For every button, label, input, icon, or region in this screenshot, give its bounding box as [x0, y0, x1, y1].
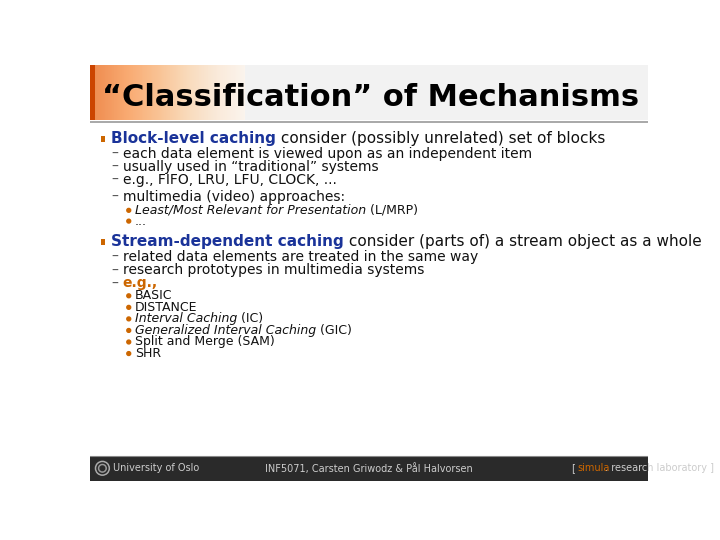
Text: usually used in “traditional” systems: usually used in “traditional” systems: [122, 160, 378, 174]
Text: e.g.,: e.g.,: [122, 276, 158, 291]
Circle shape: [99, 464, 107, 472]
Text: University of Oslo: University of Oslo: [113, 463, 199, 473]
Circle shape: [127, 306, 131, 309]
Circle shape: [100, 466, 104, 470]
Bar: [101, 239, 105, 245]
Bar: [90, 65, 96, 120]
Circle shape: [127, 294, 131, 298]
Text: Generalized Interval Caching: Generalized Interval Caching: [135, 324, 316, 337]
Text: Split and Merge (SAM): Split and Merge (SAM): [135, 335, 275, 348]
Text: –: –: [112, 251, 119, 264]
Text: research prototypes in multimedia systems: research prototypes in multimedia system…: [122, 264, 424, 278]
Text: –: –: [112, 264, 119, 278]
Text: (GIC): (GIC): [316, 324, 352, 337]
Circle shape: [97, 463, 108, 474]
Text: . research laboratory ]: . research laboratory ]: [601, 463, 714, 473]
Text: DISTANCE: DISTANCE: [135, 301, 197, 314]
Text: –: –: [112, 160, 119, 174]
Circle shape: [127, 328, 131, 333]
Bar: [90, 456, 648, 481]
Text: [: [: [572, 463, 579, 473]
Text: INF5071, Carsten Griwodz & Pål Halvorsen: INF5071, Carsten Griwodz & Pål Halvorsen: [265, 463, 473, 474]
Text: consider (possibly unrelated) set of blocks: consider (possibly unrelated) set of blo…: [276, 131, 606, 146]
Circle shape: [127, 208, 131, 212]
Text: “Classification” of Mechanisms: “Classification” of Mechanisms: [102, 83, 639, 112]
Text: simula: simula: [577, 463, 610, 473]
Text: –: –: [112, 147, 119, 161]
Text: Interval Caching: Interval Caching: [135, 313, 237, 326]
Text: Block-level caching: Block-level caching: [111, 131, 276, 146]
Circle shape: [127, 340, 131, 344]
Text: ...: ...: [135, 214, 147, 228]
Text: Least/Most Relevant for Presentation: Least/Most Relevant for Presentation: [135, 204, 366, 217]
Text: –: –: [112, 276, 119, 291]
Text: (L/MRP): (L/MRP): [366, 204, 418, 217]
Text: –: –: [112, 173, 119, 187]
Text: consider (parts of) a stream object as a whole: consider (parts of) a stream object as a…: [343, 234, 701, 249]
Text: BASIC: BASIC: [135, 289, 173, 302]
Text: each data element is viewed upon as an independent item: each data element is viewed upon as an i…: [122, 147, 531, 161]
Text: Stream-dependent caching: Stream-dependent caching: [111, 234, 343, 249]
Text: –: –: [112, 190, 119, 204]
Circle shape: [127, 317, 131, 321]
Circle shape: [127, 352, 131, 355]
Text: SHR: SHR: [135, 347, 161, 360]
Text: e.g., FIFO, LRU, LFU, CLOCK, ...: e.g., FIFO, LRU, LFU, CLOCK, ...: [122, 173, 336, 187]
Circle shape: [127, 219, 131, 223]
Bar: [90, 65, 648, 120]
Text: multimedia (video) approaches:: multimedia (video) approaches:: [122, 190, 345, 204]
Circle shape: [96, 461, 109, 475]
Bar: [101, 136, 105, 142]
Text: related data elements are treated in the same way: related data elements are treated in the…: [122, 251, 478, 264]
Text: (IC): (IC): [237, 313, 264, 326]
